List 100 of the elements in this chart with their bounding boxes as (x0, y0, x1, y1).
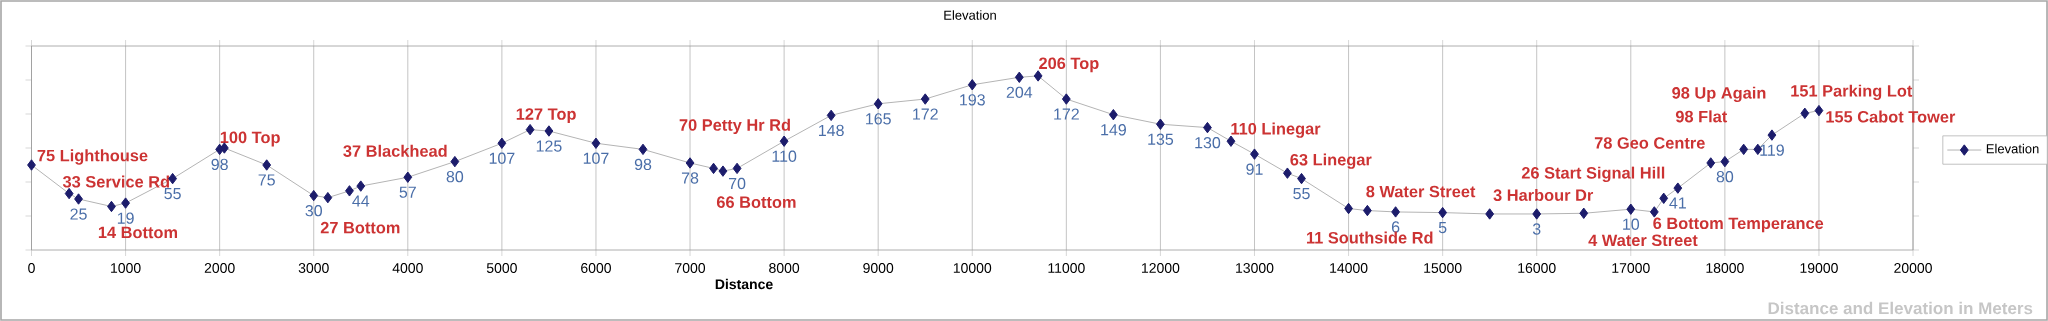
point (1014, 71, 1024, 83)
x-tick-label: 17000 (1612, 263, 1650, 273)
x-tick-label: 11000 (1048, 263, 1085, 273)
point (323, 191, 333, 204)
data-label: 204 (1006, 86, 1033, 99)
text: Distance and Elevation in Meters (1768, 301, 2033, 315)
x-axis-title: Distance (715, 278, 773, 290)
point (403, 171, 413, 183)
data-label: 135 (1148, 133, 1174, 145)
x-tick-label: 4000 (392, 263, 423, 273)
point (64, 187, 74, 200)
point (826, 109, 836, 122)
point (1061, 93, 1071, 105)
x-tick-label: 20000 (1894, 263, 1932, 273)
data-label: 57 (399, 186, 416, 198)
annotation: 14 Bottom (98, 226, 178, 239)
annotation: 27 Bottom (320, 221, 400, 234)
point (1767, 129, 1777, 141)
annotation: 4 Water Street (1588, 234, 1698, 247)
x-tick-label: 9000 (863, 263, 894, 273)
x-tick-label: 3000 (298, 263, 329, 273)
data-label: 148 (819, 124, 844, 137)
annotation: 33 Service Rd (62, 175, 169, 188)
point (74, 193, 83, 205)
annotation: 63 Linegar (1290, 153, 1372, 169)
annotation: 11 Southside Rd (1306, 231, 1433, 244)
data-label: 172 (913, 108, 938, 120)
data-label: 10 (1623, 218, 1640, 230)
point (1720, 155, 1730, 168)
annotation: 100 Top (220, 131, 280, 147)
chart-title: Elevation (944, 10, 996, 20)
data-label: 98 (211, 158, 228, 171)
point (1814, 104, 1824, 117)
data-label: 107 (489, 152, 515, 164)
point (1283, 167, 1292, 179)
x-tick-label: 12000 (1142, 263, 1180, 273)
x-tick-label: 8000 (769, 263, 800, 273)
annotation: 151 Parking Lot (1791, 84, 1913, 100)
x-tick-label: 0 (28, 263, 35, 273)
point (1391, 206, 1400, 218)
data-label: 70 (728, 177, 746, 190)
annotation: 78 Geo Centre (1594, 137, 1705, 149)
point (168, 172, 178, 185)
point (591, 137, 601, 149)
annotation: 37 Blackhead (343, 144, 447, 157)
point (1673, 182, 1683, 194)
point (345, 185, 354, 197)
point (1659, 192, 1669, 205)
point (1485, 208, 1495, 220)
point (450, 155, 460, 168)
point (262, 159, 272, 171)
point (1250, 148, 1259, 160)
x-tick-label: 7000 (675, 263, 706, 273)
point (685, 157, 695, 169)
point (121, 197, 130, 209)
data-label: 44 (352, 195, 370, 207)
data-label: 55 (164, 188, 181, 200)
point (356, 180, 366, 192)
x-tick-label: 2000 (204, 263, 235, 273)
data-label: 125 (536, 140, 562, 152)
annotation: 98 Flat (1675, 110, 1728, 123)
point (309, 189, 319, 202)
data-label: 193 (960, 94, 985, 106)
annotation: 70 Petty Hr Rd (679, 118, 790, 135)
annotation: 110 Linegar (1231, 122, 1321, 138)
point (497, 137, 507, 149)
point (1739, 143, 1749, 156)
data-label: 55 (1293, 188, 1310, 200)
point (873, 98, 883, 110)
x-tick-label: 15000 (1424, 263, 1462, 273)
data-label: 110 (772, 150, 797, 162)
point (1800, 107, 1810, 120)
x-tick-label: 16000 (1518, 263, 1556, 273)
data-label: 130 (1195, 136, 1221, 149)
x-tick-label: 1000 (111, 263, 141, 273)
data-label: 119 (1760, 144, 1784, 156)
data-label: 78 (681, 172, 699, 184)
annotation: 6 Bottom Temperance (1653, 217, 1824, 233)
data-label: 3 (1532, 223, 1541, 235)
point (732, 162, 742, 175)
data-label: 149 (1101, 124, 1126, 136)
point (1532, 208, 1542, 220)
data-label: 165 (866, 113, 891, 125)
point (1706, 157, 1716, 169)
point (920, 93, 930, 105)
point (1362, 204, 1372, 217)
data-label: 98 (634, 158, 652, 171)
annotation: 155 Cabot Tower (1826, 110, 1956, 123)
x-tick-label: 5000 (486, 263, 517, 273)
data-label: 19 (117, 212, 134, 224)
annotation: 98 Up Again (1672, 86, 1766, 103)
point (967, 79, 977, 91)
point (1156, 118, 1165, 130)
annotation: 206 Top (1039, 57, 1099, 73)
data-label: 172 (1054, 108, 1079, 120)
annotation: 26 Start Signal Hill (1521, 166, 1665, 182)
x-tick-label: 13000 (1236, 263, 1274, 273)
data-label: 75 (258, 174, 275, 186)
data-label: 80 (1716, 170, 1734, 183)
data-label: 91 (1246, 163, 1263, 175)
